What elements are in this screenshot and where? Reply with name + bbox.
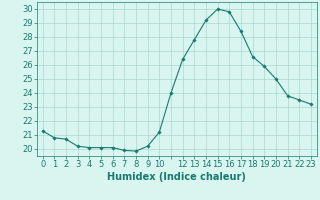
- X-axis label: Humidex (Indice chaleur): Humidex (Indice chaleur): [108, 172, 246, 182]
